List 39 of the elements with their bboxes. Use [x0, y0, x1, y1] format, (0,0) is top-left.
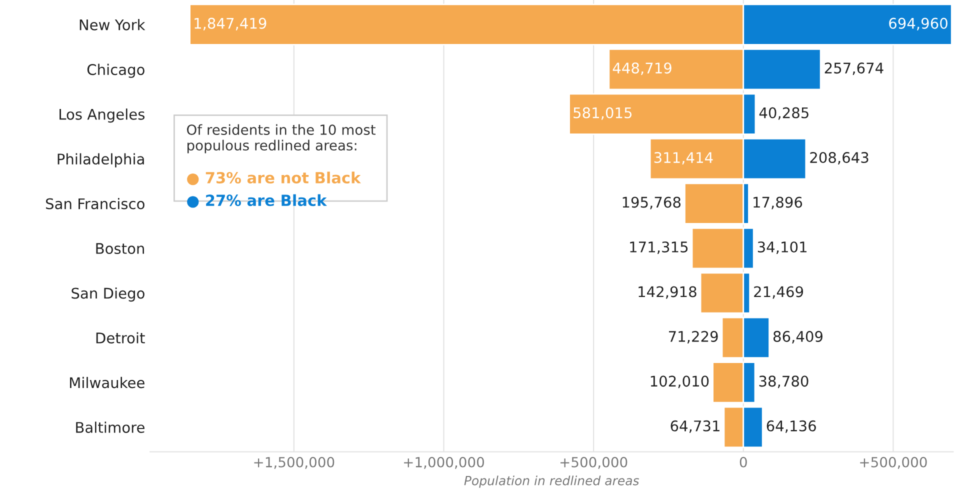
y-tick-label: Los Angeles: [60, 108, 145, 123]
data-label: 102,010: [650, 376, 709, 388]
data-label: 142,918: [638, 286, 696, 299]
x-tick-label: 0: [740, 456, 747, 468]
data-label: 71,229: [668, 330, 718, 344]
data-label: 34,101: [758, 241, 806, 254]
y-tick-label: San Diego: [72, 287, 144, 302]
annotation: ● 73% are not Black: [187, 172, 361, 186]
data-label: 448,719: [612, 62, 672, 76]
data-label: 694,960: [889, 18, 948, 30]
data-label: 86,409: [773, 330, 822, 344]
x-tick-label: +1,000,000: [404, 456, 484, 469]
data-label: 64,731: [670, 420, 720, 433]
annotation: ● 27% are Black: [187, 194, 327, 208]
y-tick-label: Baltimore: [76, 422, 144, 433]
data-label: 17,896: [754, 196, 802, 210]
x-axis-title: Population in redlined areas: [464, 476, 640, 488]
y-tick-label: Detroit: [96, 332, 145, 344]
data-label: 208,643: [810, 152, 868, 165]
data-label: 581,015: [574, 107, 632, 120]
data-label: 40,285: [759, 107, 808, 120]
data-label: 171,315: [630, 241, 688, 254]
y-tick-label: Philadelphia: [58, 153, 144, 168]
x-tick-label: +500,000: [560, 456, 628, 469]
data-label: 21,469: [754, 286, 804, 299]
data-label: 195,768: [622, 196, 681, 210]
y-tick-label: New York: [80, 19, 146, 30]
data-label: 38,780: [759, 376, 808, 388]
data-label: 64,136: [766, 420, 816, 433]
data-label: 311,414: [654, 152, 713, 165]
data-label: 257,674: [824, 62, 884, 76]
annotation: Of residents in the 10 most populous redlined areas:: [187, 124, 376, 154]
y-tick-label: Chicago: [87, 64, 144, 78]
x-tick-label: +500,000: [860, 456, 927, 469]
x-tick-label: +1,500,000: [254, 456, 334, 469]
y-tick-label: Boston: [96, 243, 144, 254]
y-tick-label: Milwaukee: [70, 376, 144, 388]
y-tick-label: San Francisco: [46, 198, 144, 210]
data-label: 1,847,419: [194, 18, 266, 30]
